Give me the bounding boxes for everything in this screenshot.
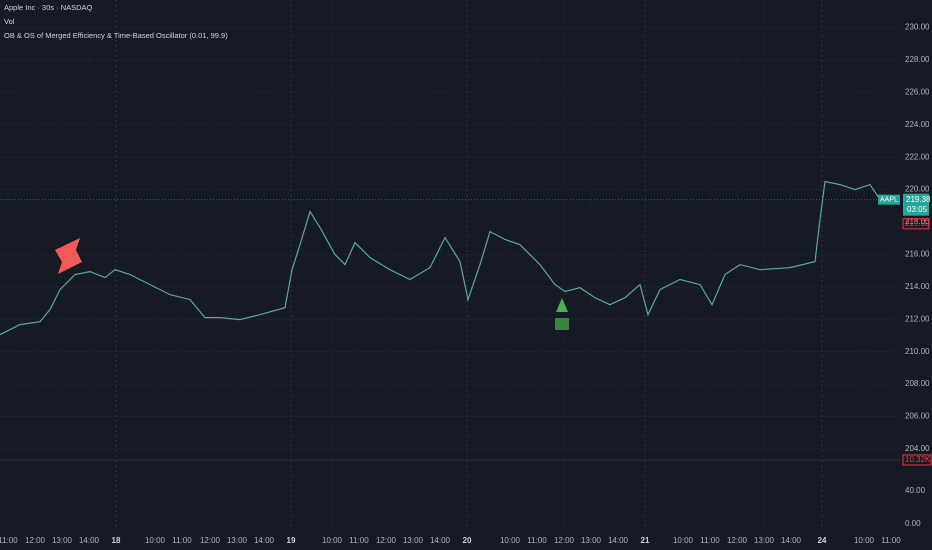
x-tick-label: 13:00 xyxy=(52,536,73,545)
y-tick-label: 204.00 xyxy=(905,444,930,453)
axes: 204.00206.00208.00210.00212.00214.00216.… xyxy=(0,23,932,545)
x-tick-label: 12:00 xyxy=(376,536,397,545)
x-tick-label: 12:00 xyxy=(554,536,575,545)
x-tick-label: 18 xyxy=(112,536,121,545)
x-tick-label: 12:00 xyxy=(25,536,46,545)
y-tick-label: 220.00 xyxy=(905,185,930,194)
ticker-label: AAPL xyxy=(880,196,898,203)
x-tick-label: 10:00 xyxy=(500,536,521,545)
y-tick-label: 40.00 xyxy=(905,486,926,495)
volume-box xyxy=(902,454,932,466)
x-tick-label: 20 xyxy=(463,536,472,545)
x-tick-label: 11:00 xyxy=(700,536,720,545)
y-tick-label: 206.00 xyxy=(905,412,930,421)
x-tick-label: 24 xyxy=(818,536,827,545)
x-tick-label: 12:00 xyxy=(727,536,748,545)
x-tick-label: 14:00 xyxy=(608,536,629,545)
x-tick-label: 13:00 xyxy=(227,536,248,545)
y-tick-label: 226.00 xyxy=(905,87,930,96)
countdown-label: 03:05 xyxy=(907,205,928,214)
symbol-title: Apple Inc · 30s · NASDAQ xyxy=(4,3,93,12)
y-tick-label: 228.00 xyxy=(905,55,930,64)
x-tick-label: 19 xyxy=(287,536,296,545)
y-tick-label: 210.00 xyxy=(905,347,930,356)
volume-legend: Vol xyxy=(4,17,15,26)
y-tick-label: 212.00 xyxy=(905,314,930,323)
x-tick-label: 13:00 xyxy=(403,536,424,545)
x-tick-label: 11:00 xyxy=(881,536,901,545)
plot xyxy=(0,180,900,336)
x-tick-label: 21 xyxy=(641,536,650,545)
x-tick-label: 11:00 xyxy=(349,536,369,545)
ticker-tag xyxy=(878,194,900,205)
x-tick-label: 14:00 xyxy=(781,536,802,545)
x-tick-label: 11:00 xyxy=(0,536,18,545)
sell-signal xyxy=(55,238,82,274)
x-tick-label: 10:00 xyxy=(673,536,694,545)
y-tick-label: 222.00 xyxy=(905,152,930,161)
reference-price-box xyxy=(902,218,930,230)
x-tick-label: 11:00 xyxy=(527,536,547,545)
price-line xyxy=(0,180,895,336)
indicator-legend: OB & OS of Merged Efficiency & Time-Base… xyxy=(4,31,228,40)
buy-signal xyxy=(555,298,569,330)
x-tick-label: 14:00 xyxy=(254,536,275,545)
y-tick-label: 214.00 xyxy=(905,282,930,291)
reference-price-label: 219.00 xyxy=(905,219,930,228)
x-tick-label: 11:00 xyxy=(172,536,192,545)
y-tick-label: 224.00 xyxy=(905,120,930,129)
x-tick-label: 14:00 xyxy=(430,536,451,545)
grid xyxy=(0,0,900,530)
y-tick-label: 0.00 xyxy=(905,519,921,528)
last-price-label: 219.38 xyxy=(906,195,931,204)
x-tick-label: 13:00 xyxy=(754,536,775,545)
x-tick-label: 14:00 xyxy=(79,536,100,545)
x-tick-label: 12:00 xyxy=(200,536,221,545)
x-tick-label: 13:00 xyxy=(581,536,602,545)
x-tick-label: 10:00 xyxy=(854,536,875,545)
y-tick-label: 218.00 xyxy=(905,217,930,226)
y-tick-label: 216.00 xyxy=(905,250,930,259)
y-tick-label: 230.00 xyxy=(905,23,930,32)
volume-label: 10.32K xyxy=(905,455,931,464)
x-tick-label: 10:00 xyxy=(322,536,343,545)
x-tick-label: 10:00 xyxy=(145,536,166,545)
last-price-box xyxy=(903,193,929,216)
y-tick-label: 208.00 xyxy=(905,379,930,388)
